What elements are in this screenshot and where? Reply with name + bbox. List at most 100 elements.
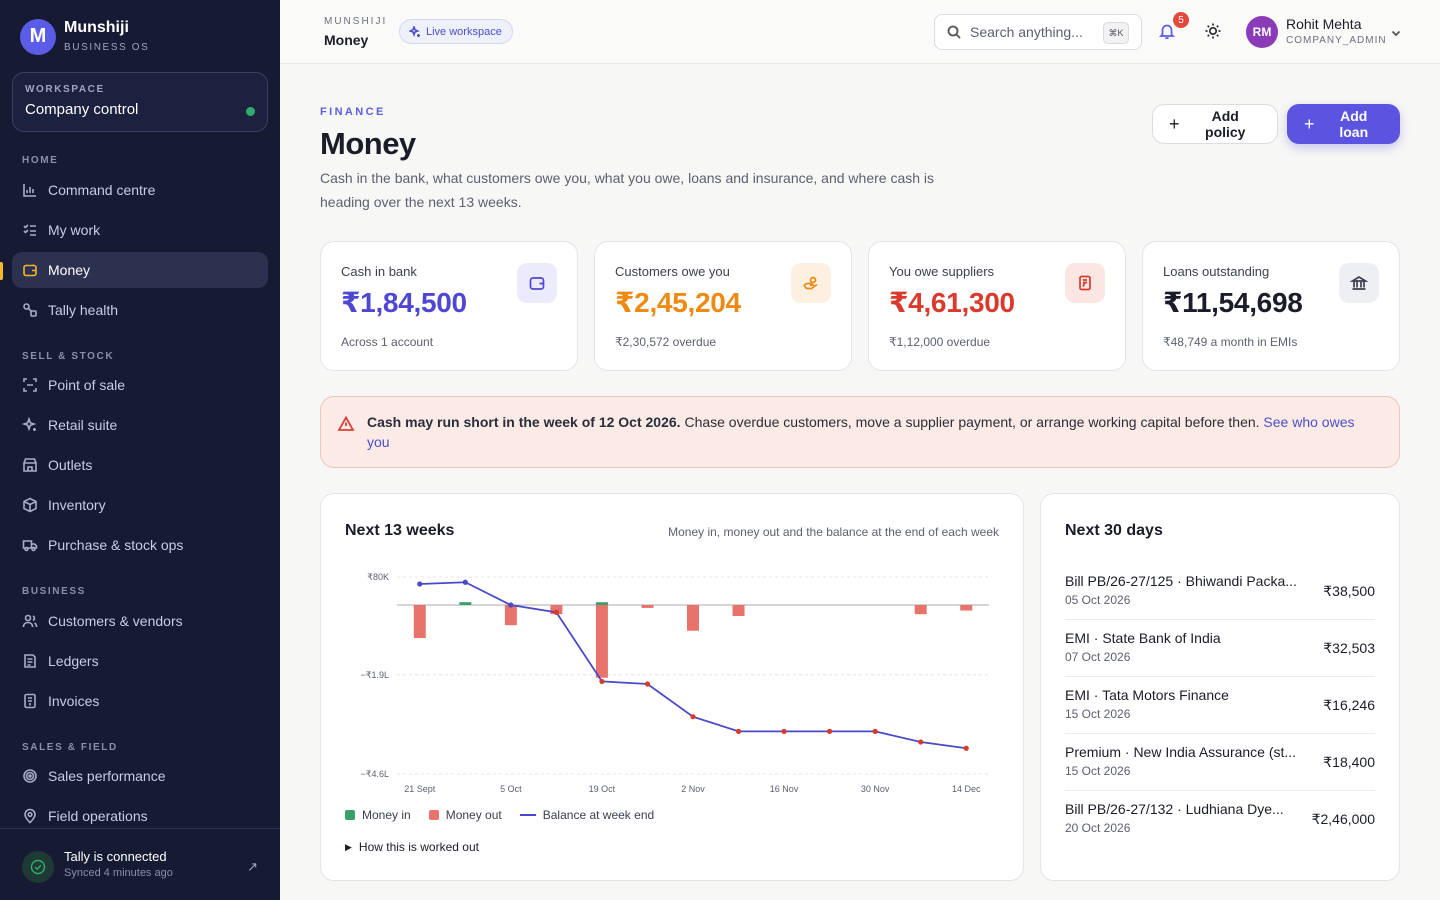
- plus-icon: +: [1169, 114, 1180, 134]
- x-tick-label: 5 Oct: [500, 784, 522, 794]
- invoice-icon: [22, 693, 38, 709]
- upcoming-title: Next 30 days: [1065, 522, 1163, 539]
- target-icon: [22, 768, 38, 784]
- avatar[interactable]: RM: [1246, 16, 1278, 48]
- theme-toggle[interactable]: [1204, 22, 1224, 42]
- upcoming-panel: Next 30 days Bill PB/26-27/125 · Bhiwand…: [1040, 493, 1400, 881]
- caret-right-icon: ▶: [345, 841, 352, 852]
- how-this-is-worked-out-toggle[interactable]: ▶ How this is worked out: [345, 840, 479, 854]
- stat-card-loans-outstanding[interactable]: Loans outstanding ₹11,54,698 ₹48,749 a m…: [1142, 241, 1400, 371]
- store-icon: [22, 457, 38, 473]
- x-tick-label: 21 Sept: [404, 784, 436, 794]
- balance-point: [872, 728, 878, 734]
- sidebar-item-inventory[interactable]: Inventory: [12, 487, 268, 523]
- cash-shortfall-alert: Cash may run short in the week of 12 Oct…: [320, 396, 1400, 468]
- users-icon: [22, 613, 38, 629]
- x-tick-label: 19 Oct: [589, 784, 616, 794]
- upcoming-amount: ₹2,46,000: [1311, 811, 1375, 827]
- upcoming-amount: ₹32,503: [1323, 640, 1375, 656]
- balance-point: [963, 745, 969, 751]
- book-icon: [22, 653, 38, 669]
- stat-card-customers-owe[interactable]: Customers owe you ₹2,45,204 ₹2,30,572 ov…: [594, 241, 852, 371]
- nav-section-home: HOME: [22, 155, 59, 166]
- brand-sub: BUSINESS OS: [64, 42, 150, 53]
- sidebar-item-point-of-sale[interactable]: Point of sale: [12, 367, 268, 403]
- balance-point: [918, 739, 924, 745]
- forecast-title: Next 13 weeks: [345, 522, 455, 539]
- sidebar-item-command-centre[interactable]: Command centre: [12, 172, 268, 208]
- search-input[interactable]: Search anything... ⌘K: [934, 14, 1142, 50]
- active-indicator: [0, 262, 3, 280]
- sidebar-item-outlets[interactable]: Outlets: [12, 447, 268, 483]
- sidebar-item-my-work[interactable]: My work: [12, 212, 268, 248]
- stat-sub: ₹2,30,572 overdue: [615, 335, 717, 349]
- x-tick-label: 30 Nov: [861, 784, 890, 794]
- sidebar-item-sales-performance[interactable]: Sales performance: [12, 758, 268, 794]
- live-workspace-badge: Live workspace: [399, 19, 513, 44]
- balance-point: [553, 609, 559, 615]
- sidebar-item-label: Retail suite: [48, 417, 118, 433]
- see-who-owes-link[interactable]: See who owes you: [367, 414, 1355, 450]
- link-icon: [22, 302, 38, 318]
- bar-money-out: [687, 605, 699, 631]
- legend-label: Money in: [362, 808, 411, 822]
- arrow-up-right-icon[interactable]: ↗: [247, 859, 258, 874]
- sidebar-item-customers-vendors[interactable]: Customers & vendors: [12, 603, 268, 639]
- balance-point: [827, 728, 833, 734]
- notifications-button[interactable]: [1158, 22, 1178, 42]
- user-role: COMPANY_ADMIN: [1286, 35, 1387, 46]
- add-policy-label: Add policy: [1205, 108, 1246, 140]
- stat-value: ₹2,45,204: [615, 287, 741, 318]
- balance-point: [690, 714, 696, 720]
- notification-count-badge: 5: [1173, 12, 1189, 28]
- list-item[interactable]: Premium · New India Assurance (st... 15 …: [1065, 734, 1375, 791]
- sidebar-item-label: Customers & vendors: [48, 613, 183, 629]
- nav-section-business: BUSINESS: [22, 586, 86, 597]
- brand[interactable]: M Munshiji BUSINESS OS: [20, 18, 149, 55]
- bar-money-in: [595, 602, 608, 605]
- upcoming-name: EMI · State Bank of India: [1065, 630, 1221, 646]
- user-name[interactable]: Rohit Mehta: [1286, 16, 1362, 32]
- sun-icon: [1205, 23, 1221, 39]
- forecast-note: Money in, money out and the balance at t…: [668, 525, 999, 539]
- brand-name: Munshiji: [64, 19, 129, 36]
- sidebar-item-tally-health[interactable]: Tally health: [12, 292, 268, 328]
- workspace-switcher[interactable]: WORKSPACE Company control: [12, 72, 268, 132]
- sidebar-item-ledgers[interactable]: Ledgers: [12, 643, 268, 679]
- nav-section-sales-field: SALES & FIELD: [22, 742, 118, 753]
- tally-status[interactable]: Tally is connected Synced 4 minutes ago …: [0, 828, 280, 900]
- stat-card-you-owe-suppliers[interactable]: You owe suppliers ₹4,61,300 ₹1,12,000 ov…: [868, 241, 1126, 371]
- list-item[interactable]: Bill PB/26-27/132 · Ludhiana Dye... 20 O…: [1065, 791, 1375, 848]
- add-loan-label: Add loan: [1339, 108, 1369, 140]
- list-item[interactable]: Bill PB/26-27/125 · Bhiwandi Packa... 05…: [1065, 563, 1375, 620]
- legend-money-in: Money in: [345, 808, 411, 822]
- sidebar-item-field-operations[interactable]: Field operations: [12, 798, 268, 834]
- add-policy-button[interactable]: + Add policy: [1152, 104, 1278, 144]
- chevron-down-icon[interactable]: [1390, 26, 1402, 38]
- stat-label: Loans outstanding: [1163, 264, 1270, 279]
- search-icon: [947, 25, 961, 39]
- list-item[interactable]: EMI · Tata Motors Finance 15 Oct 2026 ₹1…: [1065, 677, 1375, 734]
- topbar: MUNSHIJI Money Live workspace Search any…: [280, 0, 1440, 64]
- upcoming-name: Bill PB/26-27/132 · Ludhiana Dye...: [1065, 801, 1284, 817]
- live-workspace-label: Live workspace: [426, 25, 502, 38]
- forecast-chart: ₹80K −₹1.9L −₹4.6L 21 Sept 5 Oct 19 Oct 2 Nov 1…: [361, 572, 989, 794]
- pin-icon: [22, 808, 38, 824]
- sidebar-item-retail-suite[interactable]: Retail suite: [12, 407, 268, 443]
- breadcrumb-current: Money: [324, 32, 369, 48]
- x-tick-label: 2 Nov: [681, 784, 705, 794]
- hand-coins-icon: [791, 263, 831, 303]
- balance-point: [599, 678, 605, 685]
- check-circle-icon: [22, 851, 54, 883]
- sidebar-item-money[interactable]: Money: [12, 252, 268, 288]
- legend-money-out: Money out: [428, 808, 502, 822]
- sidebar-item-purchase-stock-ops[interactable]: Purchase & stock ops: [12, 527, 268, 563]
- alert-body: Chase overdue customers, move a supplier…: [680, 414, 1264, 430]
- breadcrumb-parent[interactable]: MUNSHIJI: [324, 16, 388, 27]
- list-item[interactable]: EMI · State Bank of India 07 Oct 2026 ₹3…: [1065, 620, 1375, 677]
- stat-card-cash-in-bank[interactable]: Cash in bank ₹1,84,500 Across 1 account: [320, 241, 578, 371]
- add-loan-button[interactable]: + Add loan: [1287, 104, 1400, 144]
- balance-point: [644, 681, 651, 687]
- sidebar-item-invoices[interactable]: Invoices: [12, 683, 268, 719]
- sparkle-icon: [409, 25, 420, 37]
